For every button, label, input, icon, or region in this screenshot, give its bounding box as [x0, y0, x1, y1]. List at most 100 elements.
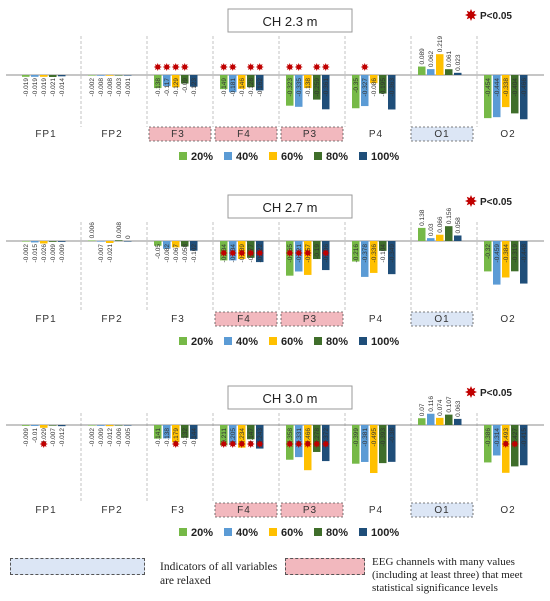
- data-label: -0.399: [353, 428, 360, 447]
- data-label: -0.195: [380, 78, 387, 97]
- data-label: -0.454: [485, 78, 492, 97]
- chart-title-box: [227, 8, 353, 33]
- data-label: -0.32: [485, 244, 492, 259]
- legend-label: 60%: [281, 336, 303, 348]
- channel-label: P3: [303, 129, 317, 140]
- significance-star-icon: [285, 249, 294, 257]
- data-label: -0.019: [32, 78, 39, 97]
- bar-O1-40pct: [427, 69, 435, 75]
- data-label: 0.062: [428, 50, 435, 67]
- legend-label: 80%: [326, 527, 348, 539]
- bar-FP2-20pct: [88, 425, 96, 426]
- legend-label: 40%: [236, 151, 258, 163]
- channel-label: F4: [237, 129, 251, 140]
- data-label: -0.138: [305, 78, 312, 97]
- bar-O2-80pct: [511, 75, 519, 114]
- significance-star-icon: [285, 440, 294, 448]
- legend-swatch: [269, 337, 277, 345]
- data-label: -0.427: [512, 428, 519, 447]
- bar-P3-20pct: [286, 75, 294, 106]
- data-label: -0.003: [116, 78, 123, 97]
- data-label: -0.35: [353, 78, 360, 93]
- bar-P4-60pct: [370, 75, 378, 84]
- channel-label: P3: [303, 314, 317, 325]
- bar-P3-80pct: [313, 241, 321, 260]
- significance-star-icon: [246, 440, 255, 448]
- data-label: -0.102: [191, 244, 198, 263]
- data-label: -0.014: [59, 78, 66, 97]
- data-label: -0.007: [98, 244, 105, 263]
- data-label: 0.138: [419, 209, 426, 226]
- legend-swatch: [359, 528, 367, 536]
- channel-label: F3: [171, 314, 185, 325]
- data-label: -0.146: [239, 78, 246, 97]
- bar-O2-40pct: [493, 75, 501, 118]
- legend-swatch: [314, 337, 322, 345]
- bar-FP2-80pct: [115, 240, 123, 241]
- significance-star-icon: [312, 63, 321, 71]
- bar-O2-20pct: [484, 425, 492, 463]
- bar-F4-60pct: [238, 425, 246, 448]
- bar-P4-80pct: [379, 75, 387, 94]
- chart-panel-3: CH 3.0 m P<0.05-0.009 -0.01 -0.029 -0.007 -0.…: [6, 385, 544, 539]
- bar-O2-60pct: [502, 75, 510, 108]
- data-label: -0.104: [380, 244, 387, 263]
- data-label: -0.205: [230, 428, 237, 447]
- bar-O2-100pct: [520, 241, 528, 284]
- data-label: -0.138: [155, 78, 162, 97]
- bar-O2-20pct: [484, 75, 492, 119]
- bar-FP1-100pct: [58, 75, 66, 77]
- data-label: -0.144: [191, 428, 198, 447]
- significance-star-icon: [255, 249, 264, 257]
- legend-relaxed-text: Indicators of all variables are relaxed: [160, 561, 278, 587]
- bar-O2-80pct: [511, 241, 519, 272]
- significance-star-icon: [219, 63, 228, 71]
- channel-label: O1: [434, 129, 449, 140]
- highlight-relaxed: [410, 502, 474, 518]
- bar-O1-20pct: [418, 66, 426, 75]
- data-label: -0.123: [191, 78, 198, 97]
- data-label: -0.021: [107, 244, 114, 263]
- highlight-many-significant: [214, 311, 278, 327]
- legend-label: 20%: [191, 336, 213, 348]
- data-label: 0.058: [455, 217, 462, 234]
- bar-FP2-60pct: [106, 425, 114, 427]
- data-label: -0.006: [116, 428, 123, 447]
- bar-F4-20pct: [220, 425, 228, 446]
- legend-label: 100%: [371, 151, 399, 163]
- data-label: -0.466: [521, 78, 528, 97]
- channel-label: FP2: [101, 505, 122, 516]
- bar-FP1-20pct: [22, 241, 30, 242]
- data-label: -0.009: [50, 244, 57, 263]
- channel-label: P4: [369, 314, 383, 325]
- data-label: -0.015: [32, 244, 39, 263]
- channel-label: P3: [303, 505, 317, 516]
- data-label: -0.38: [389, 428, 396, 443]
- bar-O1-80pct: [445, 226, 453, 241]
- data-label: -0.372: [323, 428, 330, 447]
- bar-O1-20pct: [418, 418, 426, 425]
- legend-relaxed-swatch: [10, 558, 145, 575]
- legend-swatch: [224, 528, 232, 536]
- channel-label: P4: [369, 129, 383, 140]
- channel-label: O1: [434, 314, 449, 325]
- significance-star-icon: [465, 9, 477, 21]
- legend-swatch: [314, 528, 322, 536]
- bar-O2-20pct: [484, 241, 492, 272]
- bar-FP1-80pct: [49, 75, 57, 77]
- bar-FP1-60pct: [40, 425, 48, 428]
- bar-O1-60pct: [436, 234, 444, 241]
- chart-title: CH 3.0 m: [263, 391, 318, 406]
- significance-star-icon: [465, 195, 477, 207]
- data-label: -0.009: [59, 244, 66, 263]
- data-label: -0.008: [107, 78, 114, 97]
- data-label: -0.335: [296, 78, 303, 97]
- data-label: 0.219: [437, 36, 444, 53]
- bar-FP2-20pct: [88, 240, 96, 242]
- data-label: -0.086: [371, 78, 378, 97]
- bar-P3-60pct: [304, 75, 312, 89]
- channel-label: FP1: [35, 505, 56, 516]
- significance-star-icon: [285, 63, 294, 71]
